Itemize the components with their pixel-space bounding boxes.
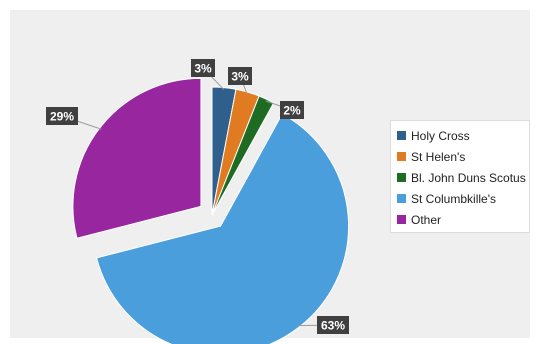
legend-swatch (397, 215, 406, 224)
legend-item-other: Other (397, 209, 523, 230)
legend-item-st-helens: St Helen's (397, 146, 523, 167)
data-label-1: 3% (194, 62, 212, 76)
pie-slice-4 (95, 113, 350, 344)
legend-swatch (397, 152, 406, 161)
data-label-box-1 (191, 59, 215, 77)
legend-item-bl-john-duns-scotus: Bl. John Duns Scotus (397, 167, 526, 188)
pie-slice-5 (72, 77, 202, 239)
legend-item-holy-cross: Holy Cross (397, 125, 523, 146)
legend: Holy Cross St Helen's Bl. John Duns Scot… (390, 120, 530, 233)
pie-slice-3 (211, 95, 275, 216)
legend-label: Holy Cross (411, 128, 470, 143)
legend-label: St Helen's (411, 149, 466, 164)
data-label-box-5 (46, 107, 78, 125)
data-label-3: 2% (283, 104, 301, 118)
data-labels: 3% 3% 2% 63% 29% (46, 59, 349, 334)
legend-swatch (397, 173, 406, 182)
data-label-2: 3% (231, 70, 249, 84)
data-label-4: 63% (321, 319, 345, 333)
legend-label: Bl. John Duns Scotus (411, 170, 526, 185)
legend-label: Other (411, 212, 442, 227)
data-label-box-2 (228, 67, 252, 85)
legend-label: St Columbkille's (411, 191, 496, 206)
data-label-box-4 (317, 316, 349, 334)
data-label-5: 29% (50, 110, 74, 124)
data-label-box-3 (280, 101, 304, 119)
legend-swatch (397, 131, 406, 140)
legend-swatch (397, 194, 406, 203)
legend-item-st-columbkilles: St Columbkille's (397, 188, 523, 209)
pie-slices (72, 77, 350, 344)
